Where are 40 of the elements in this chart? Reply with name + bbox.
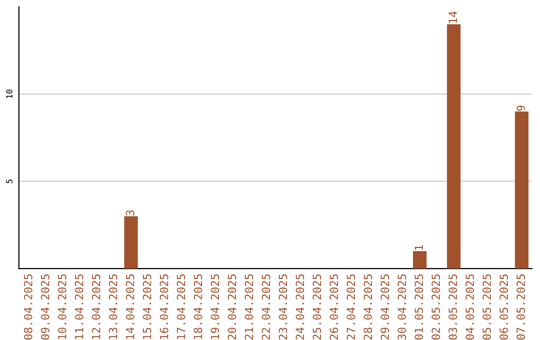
x-tick-label: 14.04.2025 — [126, 274, 134, 340]
x-tick-label: 11.04.2025 — [74, 274, 84, 340]
data-label: 14 — [448, 11, 457, 23]
x-tick-label: 19.04.2025 — [210, 274, 220, 340]
x-tick-label: 29.04.2025 — [380, 274, 390, 340]
x-tick-label: 26.04.2025 — [330, 274, 338, 340]
x-tick-label: 23.04.2025 — [278, 274, 288, 340]
x-tick-label: 22.04.2025 — [262, 274, 270, 340]
x-tick-label: 13.04.2025 — [108, 274, 118, 340]
x-tick-label: 24.04.2025 — [296, 274, 304, 340]
bar — [446, 24, 461, 269]
x-tick-label: 17.04.2025 — [176, 274, 186, 340]
x-tick-label: 08.04.2025 — [24, 274, 32, 340]
x-tick-label: 27.04.2025 — [346, 274, 356, 340]
x-tick-label: 07.05.2025 — [516, 274, 525, 340]
x-tick-label: 01.05.2025 — [414, 274, 424, 340]
x-tick-label: 10.04.2025 — [58, 274, 66, 340]
x-tick-label: 28.04.2025 — [364, 274, 372, 340]
x-tick-label: 20.04.2025 — [228, 274, 236, 340]
y-tick-label: 10 — [6, 90, 12, 98]
x-tick-label: 04.05.2025 — [466, 274, 474, 340]
y-tick-label: 5 — [6, 179, 12, 184]
bar — [124, 216, 138, 269]
x-tick-label: 18.04.2025 — [194, 274, 202, 340]
bar — [412, 251, 427, 269]
x-tick-label: 09.04.2025 — [40, 274, 50, 340]
x-tick-label: 25.04.2025 — [312, 274, 322, 340]
data-label: 1 — [414, 245, 423, 250]
x-tick-label: 15.04.2025 — [142, 274, 152, 340]
bar — [514, 112, 529, 269]
data-label: 9 — [516, 106, 525, 111]
x-tick-label: 06.05.2025 — [500, 274, 508, 340]
x-tick-label: 03.05.2025 — [448, 274, 458, 340]
x-tick-label: 12.04.2025 — [92, 274, 100, 340]
data-label: 3 — [126, 210, 134, 216]
x-tick-label: 02.05.2025 — [432, 274, 440, 340]
x-tick-label: 16.04.2025 — [160, 274, 168, 340]
x-tick-label: 30.04.2025 — [398, 274, 406, 340]
x-tick-label: 21.04.2025 — [244, 274, 254, 340]
x-tick-label: 05.05.2025 — [482, 274, 491, 340]
